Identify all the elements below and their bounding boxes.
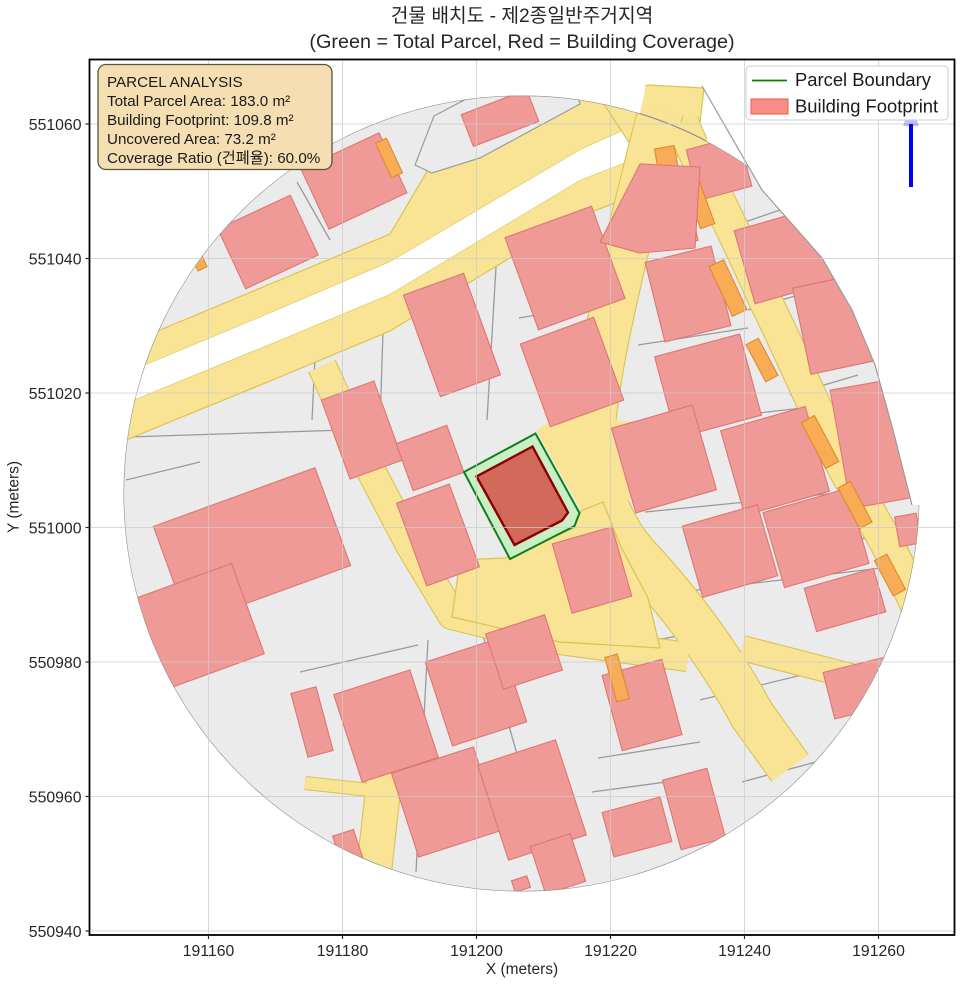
svg-text:Coverage Ratio (건폐율): 60.0%: Coverage Ratio (건폐율): 60.0% <box>107 150 320 167</box>
svg-text:551040: 551040 <box>29 252 82 269</box>
svg-text:Uncovered Area: 73.2 m²: Uncovered Area: 73.2 m² <box>107 131 276 148</box>
svg-text:551020: 551020 <box>29 386 82 403</box>
svg-text:X (meters): X (meters) <box>486 961 558 978</box>
svg-text:191160: 191160 <box>183 943 235 960</box>
svg-text:Y (meters): Y (meters) <box>6 461 23 533</box>
svg-text:550980: 550980 <box>29 655 82 672</box>
svg-text:550940: 550940 <box>29 924 82 941</box>
svg-text:551060: 551060 <box>29 117 82 134</box>
svg-text:PARCEL ANALYSIS: PARCEL ANALYSIS <box>107 74 243 91</box>
svg-text:191200: 191200 <box>450 943 503 960</box>
svg-text:191180: 191180 <box>317 943 369 960</box>
svg-text:551000: 551000 <box>29 521 82 538</box>
svg-text:550960: 550960 <box>29 790 82 807</box>
svg-text:Parcel Boundary: Parcel Boundary <box>795 69 932 90</box>
svg-text:Building Footprint: Building Footprint <box>795 96 938 117</box>
svg-text:191220: 191220 <box>584 943 637 960</box>
svg-text:Building Footprint: 109.8 m²: Building Footprint: 109.8 m² <box>107 112 294 129</box>
svg-text:건물 배치도 - 제2종일반주거지역: 건물 배치도 - 제2종일반주거지역 <box>391 5 654 27</box>
svg-text:(Green = Total Parcel, Red = B: (Green = Total Parcel, Red = Building Co… <box>309 31 734 53</box>
svg-text:191240: 191240 <box>718 943 771 960</box>
svg-text:Total Parcel Area: 183.0 m²: Total Parcel Area: 183.0 m² <box>107 93 290 110</box>
svg-text:191260: 191260 <box>852 943 905 960</box>
